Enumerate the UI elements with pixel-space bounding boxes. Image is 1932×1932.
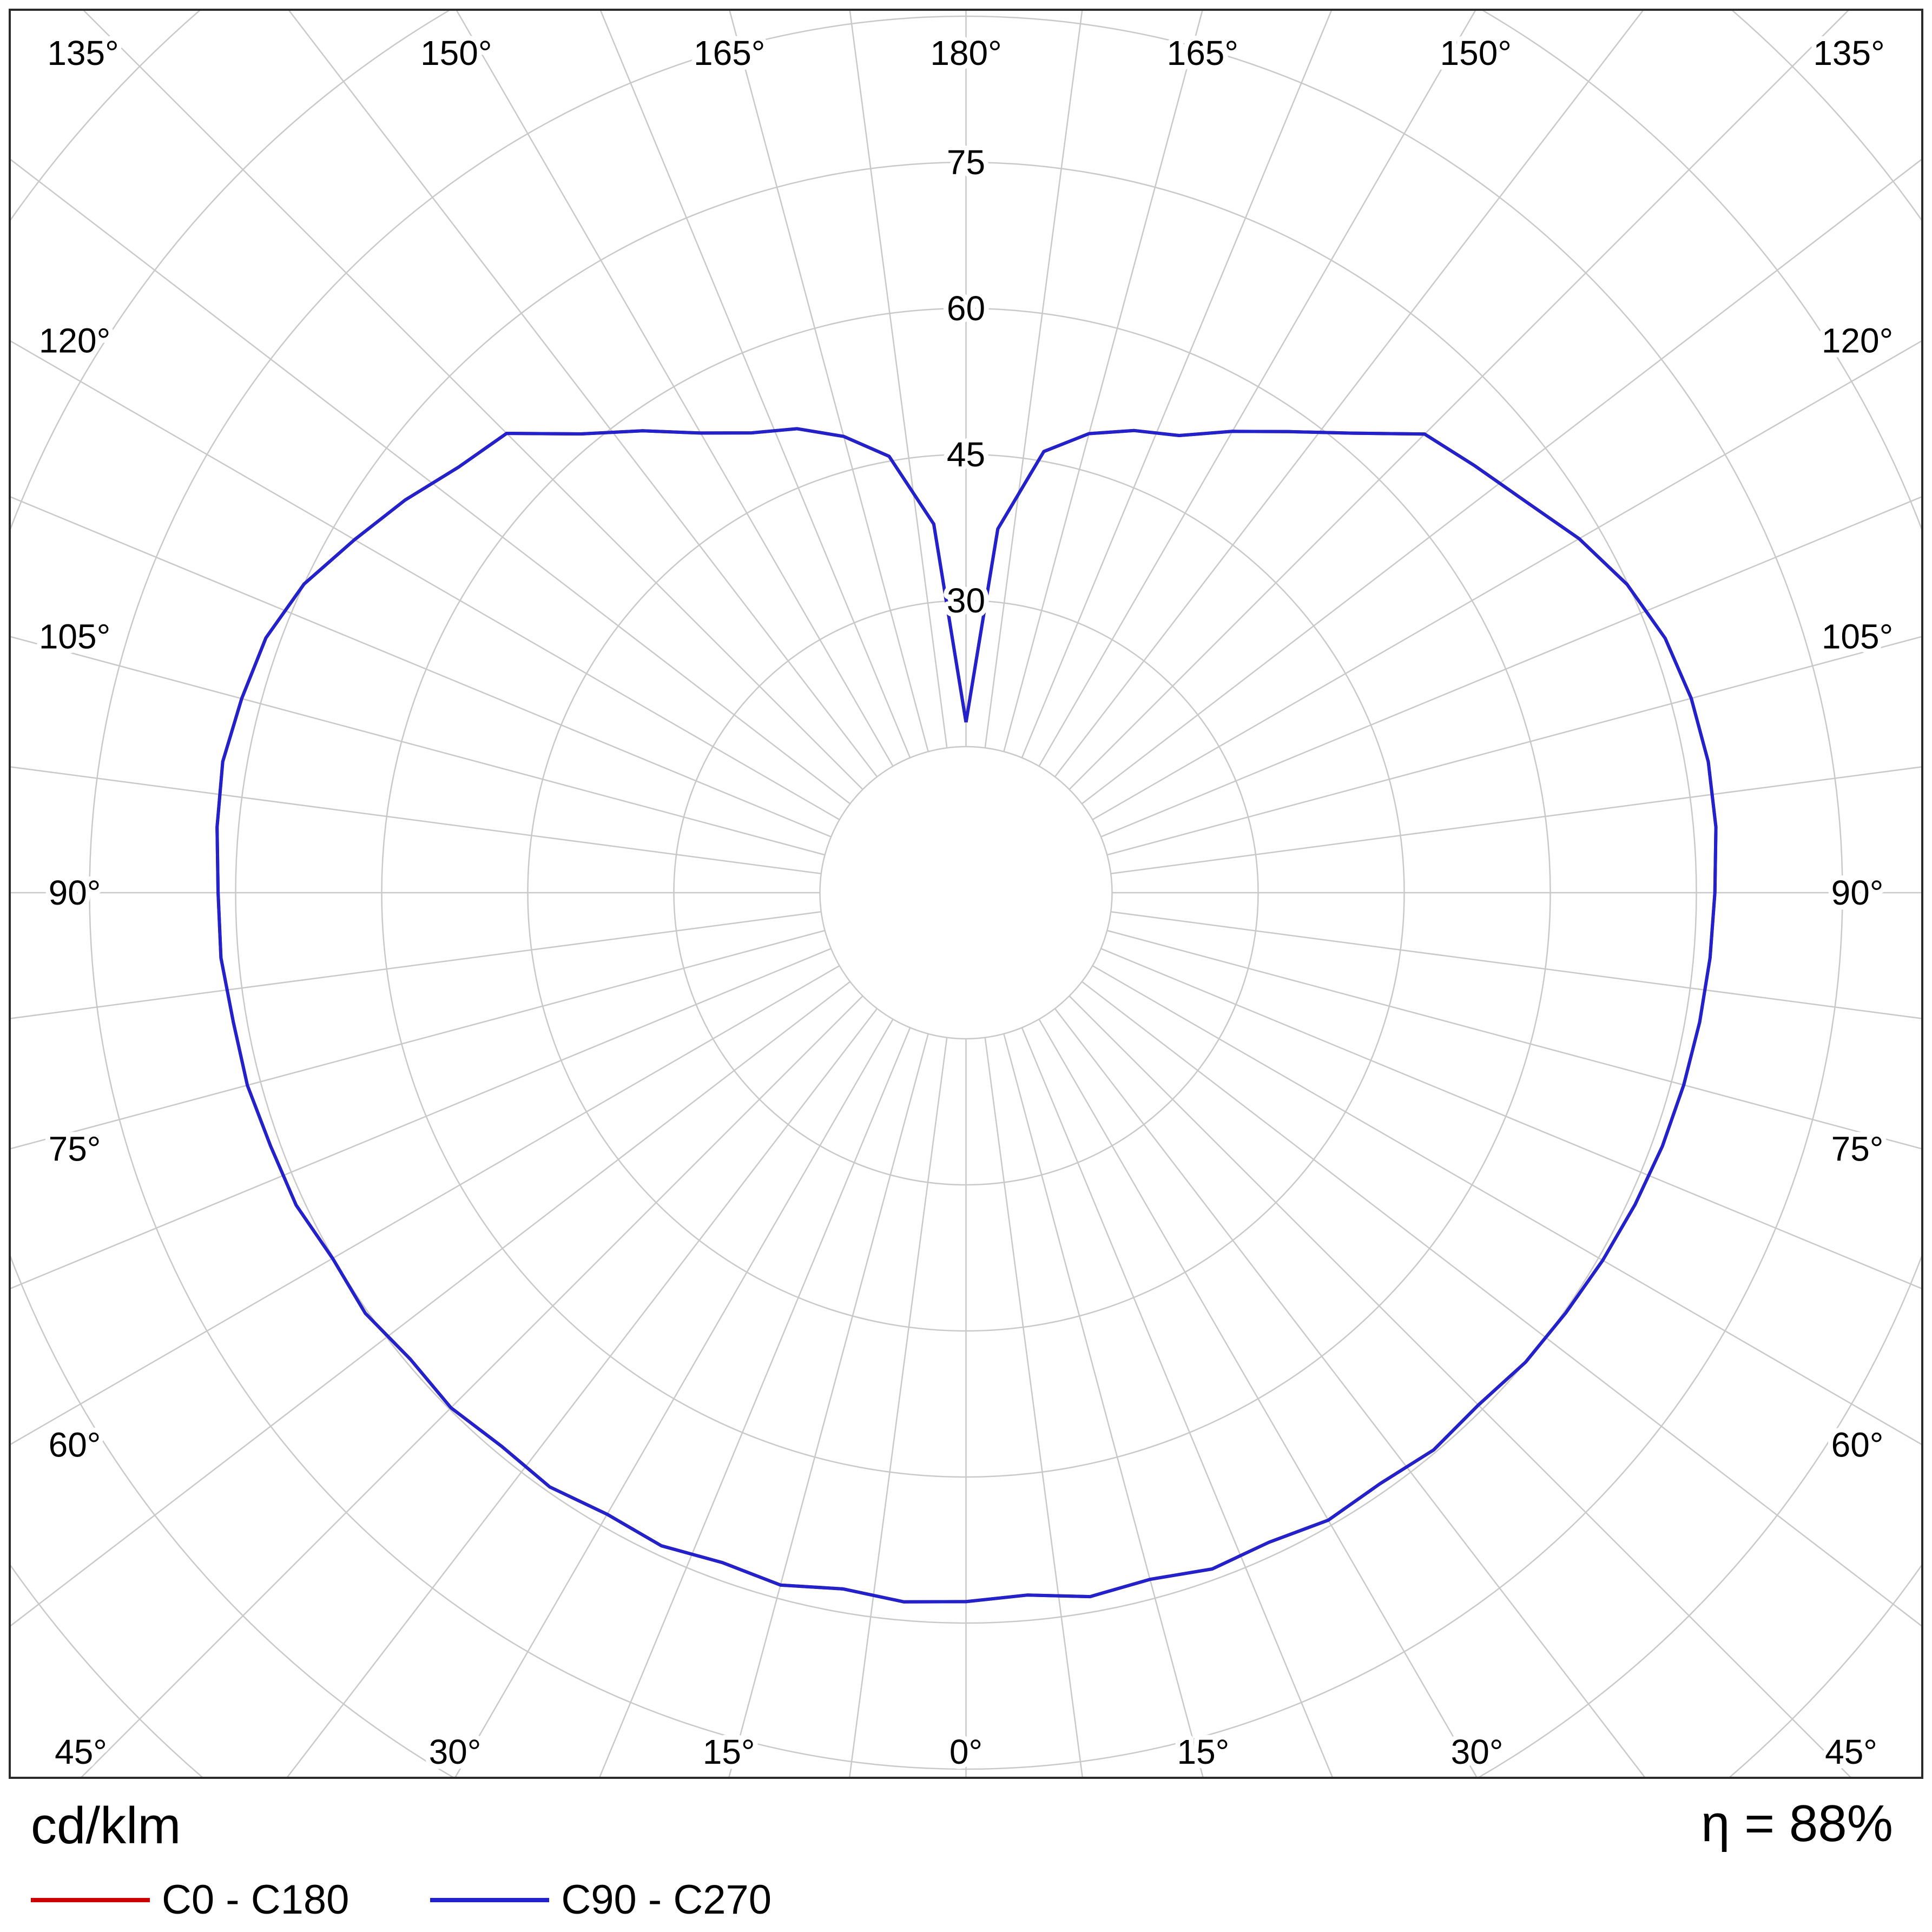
angle-tick-label: 45° bbox=[1825, 1732, 1877, 1771]
angle-tick-label: 30° bbox=[429, 1732, 482, 1771]
angle-tick-label: 165° bbox=[1167, 34, 1238, 72]
plot-border bbox=[9, 9, 1923, 1779]
grid-ray bbox=[599, 10, 911, 759]
ring-tick-label: 45 bbox=[947, 435, 985, 474]
grid-ray bbox=[1100, 496, 1922, 838]
grid-ray bbox=[1054, 1008, 1646, 1778]
ring-tick-label: 30 bbox=[947, 581, 985, 620]
angle-tick-label: 75° bbox=[1831, 1130, 1884, 1169]
grid-ray bbox=[1100, 948, 1922, 1290]
grid-ray bbox=[1003, 10, 1204, 752]
curve-c90-c270 bbox=[215, 427, 1718, 1604]
angle-tick-label: 75° bbox=[49, 1130, 101, 1169]
angle-tick-label: 150° bbox=[420, 34, 492, 72]
grid-ray bbox=[10, 929, 826, 1150]
legend-swatch-red-line bbox=[31, 1898, 150, 1902]
angle-tick-label: 30° bbox=[1451, 1732, 1504, 1771]
angle-tick-label: 150° bbox=[1440, 34, 1512, 72]
grid-ray bbox=[1069, 10, 1850, 790]
grid-ray bbox=[1003, 1033, 1204, 1778]
grid-ring bbox=[819, 746, 1113, 1040]
angle-tick-label: 135° bbox=[1813, 34, 1884, 72]
angle-tick-label: 135° bbox=[47, 34, 118, 72]
grid-ray bbox=[10, 496, 832, 838]
angle-tick-label: 90° bbox=[1831, 873, 1884, 912]
grid-ray bbox=[728, 1033, 929, 1778]
angle-tick-label: 120° bbox=[39, 321, 110, 360]
grid-ray bbox=[1092, 340, 1922, 821]
angle-tick-label: 60° bbox=[49, 1425, 101, 1464]
grid-ray bbox=[1106, 929, 1922, 1150]
angle-tick-label: 180° bbox=[930, 34, 1001, 72]
legend-label-c90-c270: C90 - C270 bbox=[561, 1877, 772, 1923]
grid-ray bbox=[1069, 995, 1852, 1778]
grid-ray bbox=[849, 10, 948, 748]
grid-ray bbox=[1054, 10, 1645, 777]
angle-tick-label: 105° bbox=[1822, 617, 1893, 656]
angle-tick-label: 60° bbox=[1831, 1425, 1884, 1464]
grid-ray bbox=[286, 1008, 878, 1778]
legend-swatch-blue-line bbox=[430, 1898, 550, 1902]
angle-tick-label: 15° bbox=[1177, 1732, 1229, 1771]
grid-ray bbox=[1038, 1019, 1478, 1778]
grid-ray bbox=[1021, 1027, 1334, 1778]
grid-ray bbox=[10, 158, 851, 805]
grid-ray bbox=[1038, 10, 1477, 767]
grid-ray bbox=[1111, 766, 1922, 874]
angle-tick-label: 165° bbox=[694, 34, 765, 72]
grid-ray bbox=[10, 911, 821, 1019]
grid-ray bbox=[1021, 10, 1333, 759]
angle-tick-label: 0° bbox=[949, 1732, 983, 1771]
grid-ray bbox=[10, 766, 821, 874]
legend-item-c90-c270: C90 - C270 bbox=[430, 1880, 772, 1921]
angle-tick-label: 90° bbox=[49, 873, 101, 912]
grid-ray bbox=[10, 636, 826, 856]
grid-ray bbox=[598, 1027, 911, 1778]
legend-item-c0-c180: C0 - C180 bbox=[31, 1880, 349, 1921]
angle-tick-label: 120° bbox=[1822, 321, 1893, 360]
grid-ray bbox=[80, 995, 863, 1778]
ring-tick-label: 75 bbox=[947, 143, 985, 182]
angle-tick-label: 105° bbox=[39, 617, 110, 656]
legend-label-c0-c180: C0 - C180 bbox=[162, 1877, 350, 1923]
grid-ray bbox=[10, 340, 840, 821]
grid-ray bbox=[287, 10, 878, 777]
efficiency-label: η = 88% bbox=[1701, 1795, 1893, 1852]
grid-ray bbox=[82, 10, 863, 790]
grid-ray bbox=[1081, 158, 1922, 805]
angle-tick-label: 15° bbox=[703, 1732, 755, 1771]
grid-ray bbox=[10, 965, 840, 1446]
grid-ray bbox=[984, 10, 1083, 748]
grid-ray bbox=[10, 948, 832, 1290]
grid-ray bbox=[454, 1019, 894, 1778]
grid-ray bbox=[1081, 981, 1922, 1627]
grid-ray bbox=[1111, 911, 1922, 1019]
grid-ray bbox=[1092, 965, 1922, 1446]
grid-ray bbox=[984, 1037, 1084, 1778]
legend: C0 - C180 C90 - C270 bbox=[31, 1880, 772, 1921]
grid-ray bbox=[10, 981, 851, 1627]
grid-ray bbox=[1106, 636, 1922, 856]
unit-label: cd/klm bbox=[31, 1797, 181, 1855]
grid-ray bbox=[848, 1037, 948, 1778]
angle-tick-label: 45° bbox=[55, 1732, 107, 1771]
ring-tick-label: 60 bbox=[947, 289, 985, 328]
grid-ray bbox=[728, 10, 929, 752]
grid-ray bbox=[455, 10, 894, 767]
